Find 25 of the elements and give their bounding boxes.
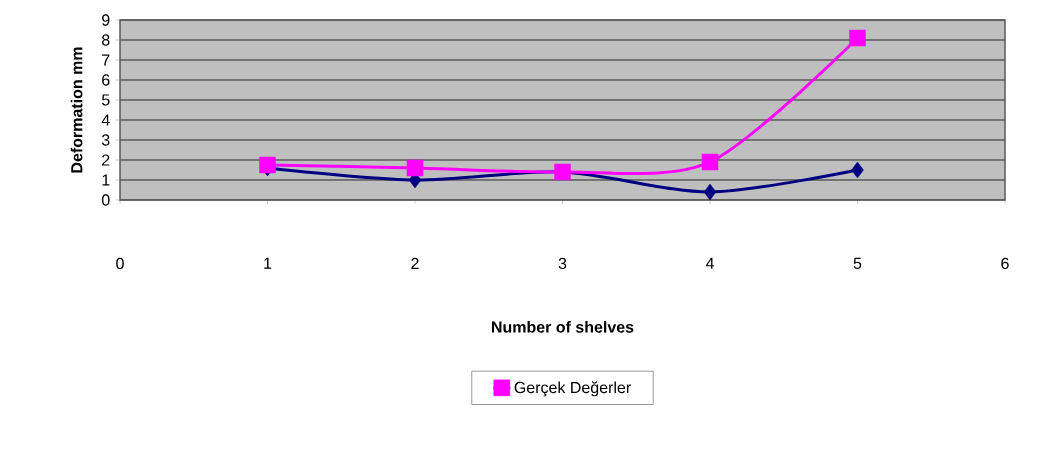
y-tick-label: 8 [102, 34, 110, 46]
point [849, 29, 866, 47]
x-tick-label: 3 [558, 257, 567, 270]
x-tick-label: 5 [853, 257, 862, 269]
point [851, 161, 864, 179]
y-tick-label: 7 [102, 54, 110, 66]
x-tick-label: 0 [116, 257, 124, 270]
y-tick-label: 9 [102, 14, 110, 26]
y-tick-label: 5 [101, 94, 110, 106]
y-tick-label: 2 [102, 154, 110, 166]
y-tick-label: 4 [101, 114, 110, 126]
x-tick-label: 2 [411, 257, 419, 269]
point [701, 153, 719, 171]
point [406, 159, 424, 177]
y-tick-label: 1 [102, 174, 110, 186]
y-tick-label: 0 [101, 194, 110, 206]
x-tick-label: 4 [705, 257, 714, 269]
y-axis-title: Deformation mm [70, 47, 83, 173]
x-axis-title: Number of shelves [491, 320, 634, 333]
point [703, 183, 717, 201]
x-tick-label: 1 [264, 257, 272, 269]
legend-label: Gerçek Değerler [514, 381, 631, 397]
x-tick-label: 6 [1001, 257, 1009, 270]
y-tick-label: 6 [102, 74, 110, 86]
y-tick-label: 3 [101, 134, 110, 146]
